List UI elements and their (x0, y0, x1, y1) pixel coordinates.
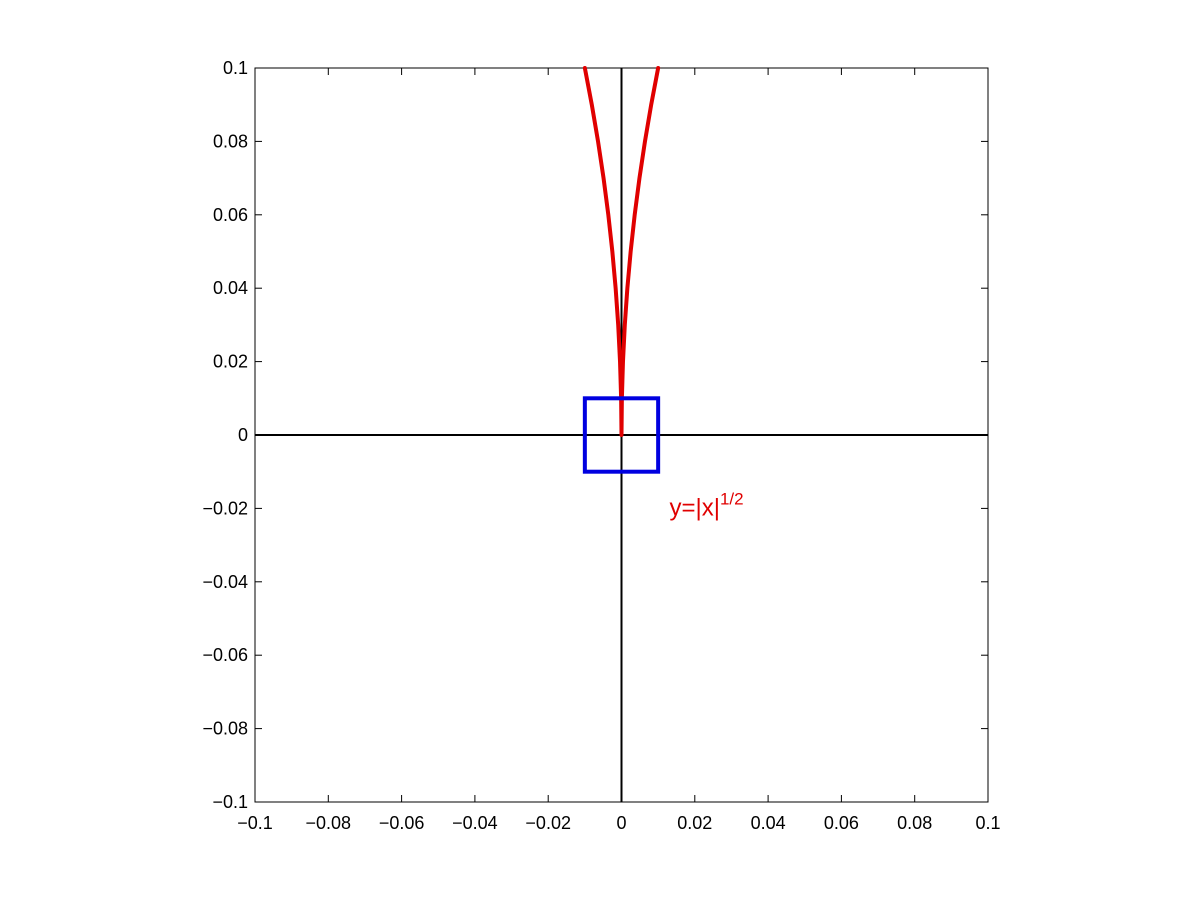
curve-annotation: y=|x|1/2 (669, 490, 743, 522)
y-tick-label: −0.1 (212, 792, 248, 812)
series-layer (582, 66, 661, 437)
x-tick-label: 0 (616, 813, 626, 833)
y-tick-label: −0.06 (202, 645, 248, 665)
box-layer (582, 396, 661, 474)
x-tick-label: −0.04 (452, 813, 498, 833)
x-tick-label: 0.06 (824, 813, 859, 833)
annotation-base: y=|x| (669, 495, 719, 522)
y-tick-label: 0 (238, 425, 248, 445)
x-tick-label: −0.06 (379, 813, 425, 833)
zoom-box (582, 396, 661, 474)
x-tick-label: −0.1 (237, 813, 273, 833)
annotation-superscript: 1/2 (720, 490, 744, 509)
x-tick-label: −0.08 (306, 813, 352, 833)
y-tick-label: −0.04 (202, 572, 248, 592)
x-tick-label: 0.02 (677, 813, 712, 833)
y-tick-label: 0.08 (213, 131, 248, 151)
y-tick-label: 0.04 (213, 278, 248, 298)
y-tick-label: 0.1 (223, 58, 248, 78)
y-tick-label: −0.02 (202, 498, 248, 518)
x-tick-label: 0.08 (897, 813, 932, 833)
y-tick-labels: −0.1 −0.08 −0.06 −0.04 −0.02 0 0.02 0.04 0.06 0.0… (202, 58, 248, 812)
x-tick-label: 0.04 (751, 813, 786, 833)
y-tick-label: 0.02 (213, 352, 248, 372)
y-tick-label: 0.06 (213, 205, 248, 225)
x-tick-label: 0.1 (975, 813, 1000, 833)
y-tick-label: −0.08 (202, 719, 248, 739)
x-tick-labels: −0.1 −0.08 −0.06 −0.04 −0.02 0 0.02 0.04 0.06 0.0… (237, 813, 1000, 833)
x-tick-label: −0.02 (525, 813, 571, 833)
series-line-0 (582, 66, 661, 437)
